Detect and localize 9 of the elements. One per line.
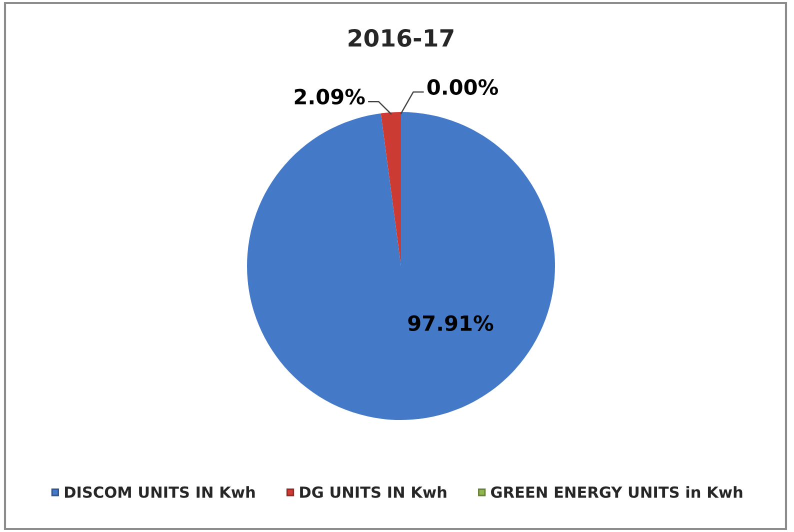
text: 0.00% (427, 79, 498, 95)
data-label: 2.09% (294, 88, 365, 105)
legend-label: DISCOM UNITS IN Kwh (64, 486, 255, 498)
data-label: 97.91% (408, 315, 494, 332)
legend-label: DG UNITS IN Kwh (300, 486, 446, 498)
pie-slice (380, 112, 401, 266)
pie-slice (247, 112, 555, 420)
legend-label: GREEN ENERGY UNITS in Kwh (491, 486, 742, 498)
chart-title: 2016-17 (348, 28, 454, 47)
